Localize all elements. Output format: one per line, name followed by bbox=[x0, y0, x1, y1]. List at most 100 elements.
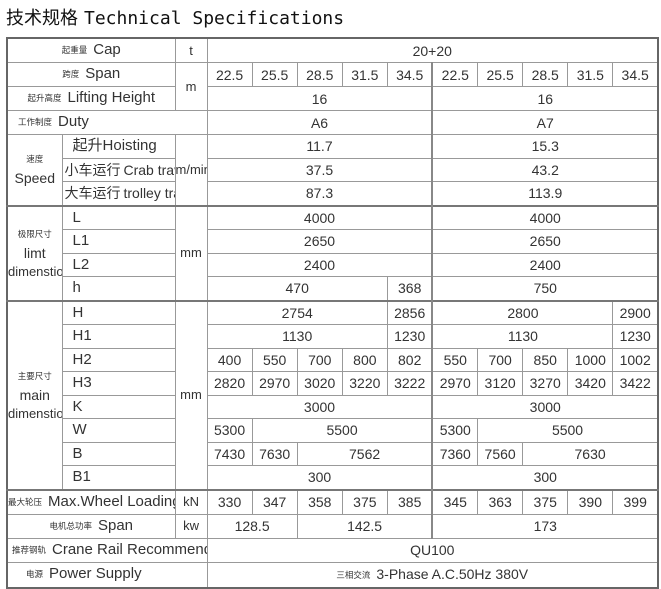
dimension-label: K bbox=[61, 394, 176, 419]
table-row: 跨度 Span m 22.5 25.5 28.5 31.5 34.5 22.5 25.5 28.5 3… bbox=[6, 62, 659, 111]
value-cell: 3000 bbox=[206, 394, 434, 419]
limit-dimension-group-label: 极限尺寸 limt dimenstion bbox=[6, 204, 63, 301]
value-cell: 2650 bbox=[206, 229, 434, 254]
table-row: L2 2400 2400 bbox=[7, 252, 659, 277]
value-cell: 550 bbox=[251, 347, 298, 372]
table-row: 推荐钢轨 Crane Rail RecommendedQU100 bbox=[6, 537, 659, 563]
dimension-label: L1 bbox=[61, 229, 176, 254]
value-cell: 2400 bbox=[431, 252, 659, 277]
value-cell: 34.5 bbox=[386, 62, 434, 87]
table-row: H2 400 550 700 800 802 550 700 850 1000 1002 bbox=[7, 347, 659, 372]
span-label: 跨度 Span bbox=[6, 62, 176, 87]
value-cell: 345 bbox=[431, 488, 479, 515]
value-cell: 3000 bbox=[431, 394, 659, 419]
dimension-label: L2 bbox=[61, 252, 176, 277]
value-cell: 2400 bbox=[206, 252, 434, 277]
value-cell: 3120 bbox=[477, 371, 524, 396]
unit-cell: mm bbox=[174, 299, 208, 490]
label-en: Crane Rail Recommended bbox=[52, 540, 206, 558]
value-cell: 800 bbox=[341, 347, 388, 372]
value-cell: 550 bbox=[431, 347, 479, 372]
value-cell: 300 bbox=[206, 465, 434, 490]
dimension-label: H bbox=[61, 299, 176, 325]
dimension-label: h bbox=[61, 276, 176, 301]
value-cell: 2856 bbox=[386, 299, 434, 325]
crane-rail-label: 推荐钢轨 Crane Rail Recommended bbox=[6, 537, 208, 563]
value-cell: 399 bbox=[612, 488, 659, 515]
table-row: 极限尺寸limtdimenstionLmm40004000 bbox=[6, 204, 659, 301]
table-row: H3 2820 2970 3020 3220 3222 2970 3120 3270 3420 34… bbox=[7, 371, 659, 396]
value-cell: 750 bbox=[431, 276, 659, 301]
label-zh: 大车运行 bbox=[64, 185, 121, 202]
duty-label: 工作制度 Duty bbox=[6, 110, 208, 135]
label-en: limt bbox=[23, 244, 46, 261]
value-cell: 363 bbox=[477, 488, 524, 515]
label-en: Crab travelling bbox=[123, 161, 175, 178]
value-cell: 700 bbox=[477, 347, 524, 372]
main-dimension-group-label: 主要尺寸 main dimenstion bbox=[6, 299, 63, 490]
value-cell: 113.9 bbox=[431, 181, 659, 206]
unit-cell: m/min bbox=[174, 134, 208, 206]
value-cell: 2754 bbox=[206, 299, 388, 325]
value-cell: 2970 bbox=[251, 371, 298, 396]
value-cell: 3420 bbox=[567, 371, 614, 396]
label-en: Span bbox=[85, 65, 121, 82]
title-zh: 技术规格 bbox=[6, 8, 78, 29]
value-cell: 3020 bbox=[296, 371, 343, 396]
spec-table: 起重量 Cap t 20+20 跨度 Span m 22.5 25.5 28.5 31.5 34.5 2… bbox=[6, 37, 659, 589]
value-cell: 28.5 bbox=[522, 62, 569, 87]
value-cell: 300 bbox=[431, 465, 659, 490]
value-cell: 1000 bbox=[567, 347, 614, 372]
power-supply-value: 三相交流 3-Phase A.C.50Hz 380V bbox=[206, 561, 659, 588]
dimension-label: W bbox=[61, 418, 176, 443]
unit-cell: t bbox=[174, 37, 208, 63]
label-zh: 起升高度 bbox=[27, 94, 62, 104]
value-cell: 390 bbox=[567, 488, 614, 515]
value-cell: 5500 bbox=[251, 418, 434, 443]
unit-cell: mm bbox=[174, 204, 208, 301]
label-en: dimenstion bbox=[8, 263, 61, 279]
value-cell: 2650 bbox=[431, 229, 659, 254]
value-cell: 1130 bbox=[431, 324, 614, 349]
value-cell: 1002 bbox=[612, 347, 659, 372]
table-row: 起重量 Cap t 20+20 bbox=[6, 37, 659, 63]
value-zh: 三相交流 bbox=[336, 570, 371, 581]
value-cell: 700 bbox=[296, 347, 343, 372]
value-cell: 1130 bbox=[206, 324, 388, 349]
label-zh: 主要尺寸 bbox=[17, 371, 52, 382]
value-cell: 22.5 bbox=[431, 62, 479, 87]
value-cell: 22.5 bbox=[206, 62, 253, 87]
value-cell: 2900 bbox=[612, 299, 659, 325]
value-cell: 330 bbox=[206, 488, 253, 515]
label-zh: 跨度 bbox=[62, 70, 80, 80]
value-cell: 7630 bbox=[522, 441, 659, 466]
value-cell: 358 bbox=[296, 488, 343, 515]
value-cell: 4000 bbox=[206, 204, 434, 230]
dimension-label: B1 bbox=[61, 465, 176, 490]
value-cell: 7630 bbox=[251, 441, 298, 466]
value-cell: 375 bbox=[341, 488, 388, 515]
value-cell: 16 bbox=[206, 86, 434, 111]
speed-group-label: 速度 Speed bbox=[6, 134, 63, 206]
value-cell: 15.3 bbox=[431, 134, 659, 159]
label-zh: 电源 bbox=[26, 570, 44, 580]
value-cell: 3222 bbox=[386, 371, 434, 396]
label-en: main bbox=[19, 386, 50, 403]
dimension-label: H1 bbox=[61, 324, 176, 349]
value-cell: 20+20 bbox=[206, 37, 659, 63]
wheel-loading-label: 最大轮压 Max.Wheel Loading bbox=[6, 488, 176, 515]
value-cell: 375 bbox=[522, 488, 569, 515]
label-en: Speed bbox=[14, 170, 55, 187]
label-zh: 起重量 bbox=[61, 46, 88, 56]
label-en: Cap bbox=[93, 41, 121, 58]
value-cell: 385 bbox=[386, 488, 434, 515]
label-zh: 速度 bbox=[26, 155, 44, 166]
value-cell: A6 bbox=[206, 110, 434, 135]
unit-cell: kw bbox=[174, 513, 208, 539]
value-cell: 16 bbox=[431, 86, 659, 111]
value-cell: 31.5 bbox=[341, 62, 388, 87]
